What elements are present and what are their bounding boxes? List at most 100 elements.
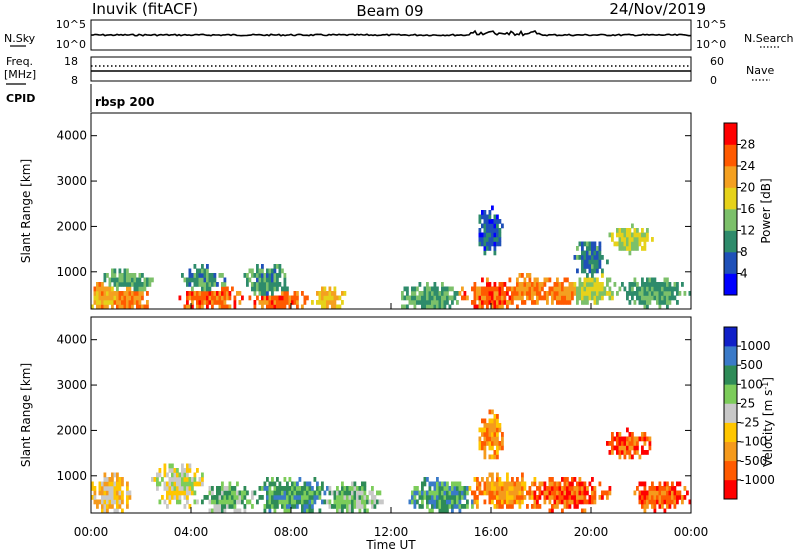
heatmap-cell [173,472,177,478]
heatmap-cell [356,490,359,496]
heatmap-cell [366,495,369,500]
heatmap-cell [646,304,649,310]
heatmap-cell [178,499,182,505]
heatmap-cell [493,295,497,301]
heatmap-cell [268,495,272,500]
heatmap-cell [316,486,319,491]
heatmap-cell [478,241,482,247]
heatmap-cell [498,495,502,500]
heatmap-cell [518,286,522,292]
heatmap-cell [481,441,484,446]
heatmap-cell [431,304,434,310]
heatmap-cell [641,232,644,238]
heatmap-cell [573,504,577,509]
heatmap-cell [198,477,202,482]
heatmap-cell [96,282,99,287]
heatmap-cell [343,499,347,505]
heatmap-cell [226,291,229,296]
heatmap-cell [116,481,119,487]
heatmap-cell [183,277,187,283]
heatmap-cell [113,300,117,305]
heatmap-cell [581,499,584,505]
heatmap-cell [648,445,652,451]
heatmap-cell [578,241,582,247]
heatmap-cell [648,486,652,491]
heatmap-cell [288,504,292,509]
heatmap-cell [183,495,187,500]
heatmap-cell [658,300,662,305]
heatmap-cell [438,304,442,310]
heatmap-cell [283,504,287,509]
heatmap-cell [263,291,267,296]
heatmap-cell [483,418,487,424]
nsky-label: N.Sky [4,32,36,45]
heatmap-cell [236,495,239,500]
heatmap-cell [511,486,514,491]
heatmap-cell [221,300,224,305]
heatmap-cell [181,273,184,278]
heatmap-cell [443,481,447,487]
heatmap-cell [128,295,132,301]
heatmap-cell [308,486,312,491]
heatmap-cell [521,486,524,491]
heatmap-cell [491,477,494,482]
heatmap-cell [148,277,152,283]
heatmap-cell [171,472,174,478]
heatmap-cell [516,277,519,283]
heatmap-cell [623,450,627,455]
heatmap-cell [456,499,459,505]
heatmap-cell [238,508,242,514]
heatmap-cell [428,499,432,505]
heatmap-cell [208,490,212,496]
heatmap-cell [486,237,489,242]
heatmap-cell [493,214,497,220]
heatmap-cell [483,237,487,242]
heatmap-cell [458,486,462,491]
heatmap-cell [178,490,182,496]
heatmap-cell [93,286,97,292]
heatmap-cell [226,304,229,310]
heatmap-cell [626,241,629,247]
heatmap-cell [133,277,137,283]
heatmap-cell [506,477,509,482]
heatmap-cell [103,295,107,301]
heatmap-cell [191,304,194,310]
heatmap-cell [483,219,487,224]
heatmap-cell [601,291,604,296]
heatmap-cell [273,273,277,278]
heatmap-cell [523,282,527,287]
heatmap-cell [188,468,192,473]
heatmap-cell [98,490,102,496]
heatmap-cell [681,499,684,505]
heatmap-cell [506,495,509,500]
heatmap-cell [121,304,124,310]
heatmap-cell [328,295,332,301]
heatmap-cell [628,241,632,247]
heatmap-cell [453,486,457,491]
heatmap-cell [333,495,337,500]
heatmap-cell [146,304,149,310]
heatmap-cell [98,282,102,287]
heatmap-cell [528,286,532,292]
heatmap-cell [213,282,217,287]
heatmap-cell [183,504,187,509]
heatmap-cell [608,441,612,446]
heatmap-cell [628,250,632,256]
heatmap-cell [586,490,589,496]
heatmap-cell [643,300,647,305]
heatmap-cell [528,282,532,287]
heatmap-cell [596,295,599,301]
heatmap-cell [616,241,619,247]
heatmap-cell [228,304,232,310]
heatmap-cell [446,481,449,487]
heatmap-cell [616,232,619,238]
heatmap-cell [486,286,489,292]
heatmap-cell [446,495,449,500]
heatmap-cell [656,295,659,301]
heatmap-cell [516,477,519,482]
heatmap-cell [363,508,367,514]
heatmap-cell [581,481,584,487]
heatmap-cell [531,495,534,500]
heatmap-cell [518,495,522,500]
heatmap-cell [186,282,189,287]
